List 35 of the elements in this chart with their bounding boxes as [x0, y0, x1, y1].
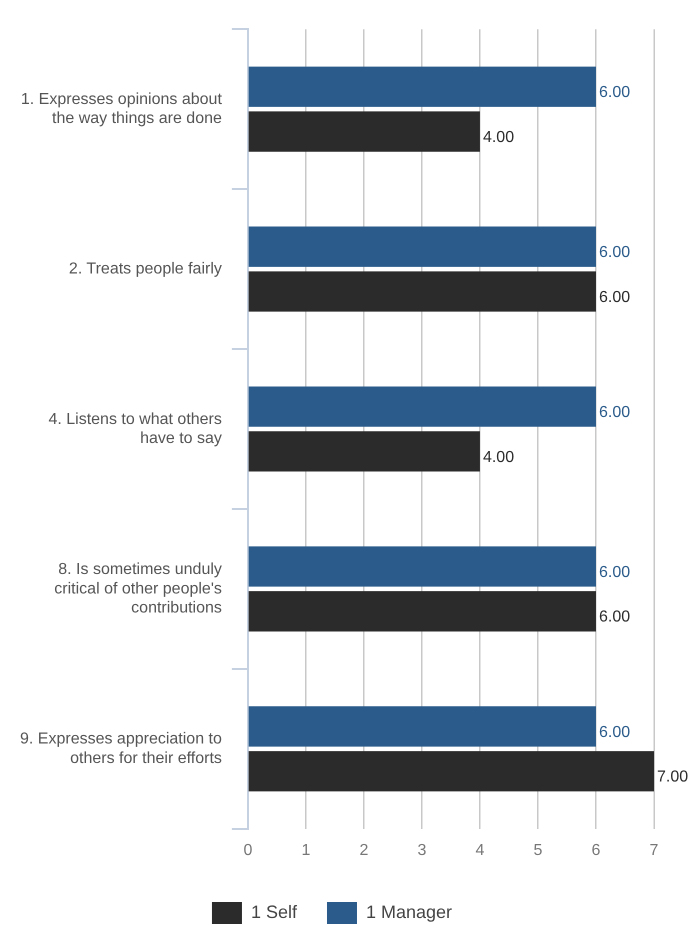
data-label: 6.00 [598, 244, 630, 262]
y-tick-label: 8. Is sometimes unduly critical of other people's contributions [54, 561, 222, 617]
data-label: 6.00 [598, 404, 630, 422]
bar [248, 66, 596, 107]
bar [248, 271, 596, 312]
bar [248, 706, 596, 747]
data-label: 7.00 [657, 768, 688, 786]
bar [248, 226, 596, 267]
bar [248, 431, 480, 472]
y-tick-label: 2. Treats people fairly [68, 260, 222, 278]
x-tick-label: 2 [359, 842, 368, 859]
legend-label: 1 Self [250, 902, 298, 922]
y-tick-label: 4. Listens to what others have to say [48, 410, 222, 448]
y-tick-label: 9. Expresses appreciation to others for their efforts [20, 730, 222, 767]
legend-label: 1 Manager [366, 902, 452, 922]
bar [248, 751, 654, 792]
bar [248, 386, 596, 427]
x-tick-label: 5 [534, 842, 543, 859]
bar [248, 111, 480, 152]
data-label: 6.00 [598, 84, 630, 102]
x-tick-label: 7 [650, 842, 659, 859]
data-label: 6.00 [598, 724, 630, 741]
x-tick-label: 3 [417, 842, 426, 859]
bar [248, 591, 596, 632]
x-tick-label: 6 [592, 842, 601, 859]
data-label: 4.00 [482, 448, 514, 466]
x-tick-label: 4 [476, 842, 484, 859]
y-tick-label: 1. Expresses opinions about the way things are done [20, 90, 222, 128]
x-tick-label: 0 [243, 842, 252, 859]
data-label: 6.00 [598, 564, 630, 581]
data-label: 4.00 [482, 128, 514, 146]
data-label: 6.00 [598, 608, 630, 626]
bar [248, 546, 596, 587]
data-label: 6.00 [598, 288, 630, 306]
x-tick-label: 1 [301, 842, 310, 859]
